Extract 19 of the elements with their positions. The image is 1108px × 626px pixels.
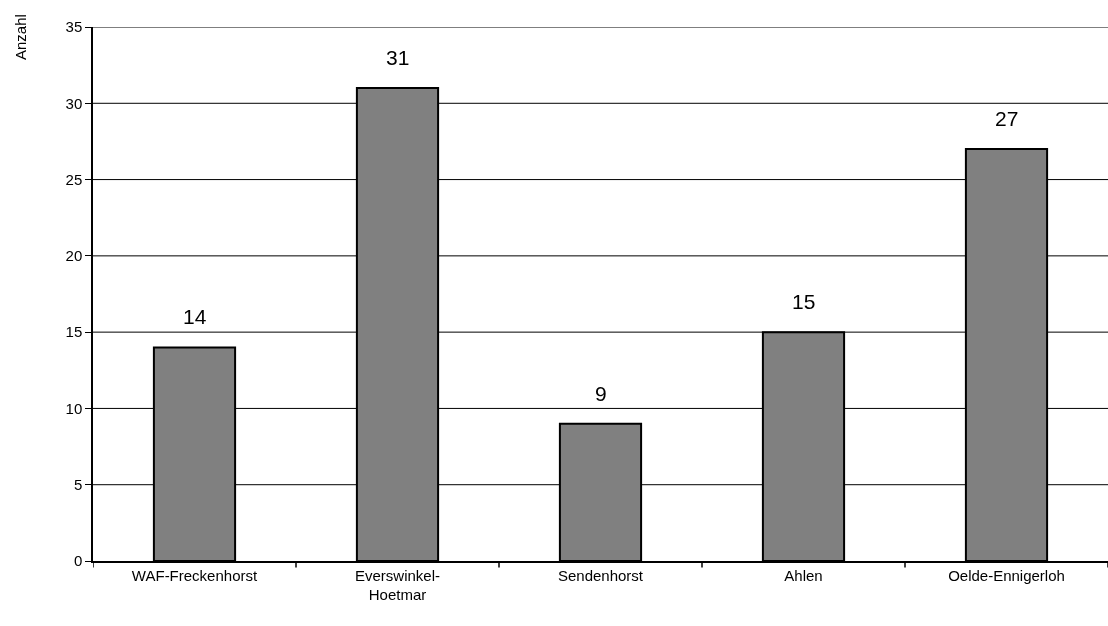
x-tick-label: Oelde-Ennigerloh [948,566,1065,584]
y-tick-label: 0 [73,552,83,570]
data-label: 9 [595,382,607,405]
x-tick-label: Ahlen [784,566,823,584]
data-label: 14 [183,305,207,328]
data-label: 15 [792,290,816,313]
data-label: 27 [995,107,1019,130]
y-tick-label: 15 [65,323,83,341]
x-tick-label: Everswinkel- Hoetmar [354,566,441,604]
data-label: 31 [386,46,410,69]
x-tick-label: Sendenhorst [557,566,644,584]
y-tick-label: 30 [65,94,83,112]
y-tick-label: 35 [65,18,83,36]
y-tick-label: 10 [65,399,83,417]
y-tick-label: 20 [65,247,83,265]
y-axis-title: Anzahl [12,14,29,60]
y-tick-label: 5 [73,475,83,493]
y-tick-label: 25 [65,170,83,188]
x-tick-label: WAF-Freckenhorst [131,566,258,584]
